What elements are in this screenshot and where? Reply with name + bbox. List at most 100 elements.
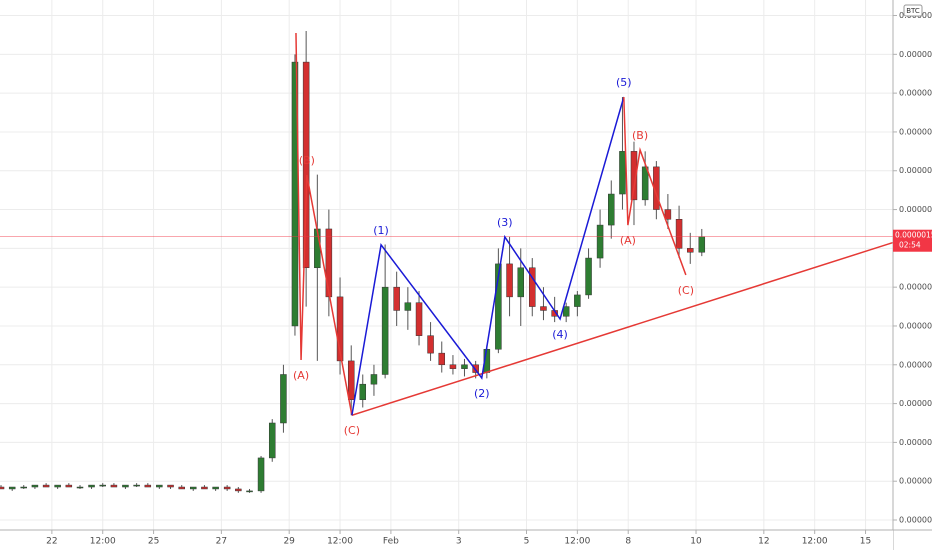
currency-badge xyxy=(903,4,923,17)
candle-body xyxy=(0,486,5,490)
candle-body xyxy=(585,257,592,296)
candle-body xyxy=(630,151,638,201)
candle-body xyxy=(99,484,106,487)
wave-label: (C) xyxy=(344,424,360,437)
wave-label: (A) xyxy=(620,234,636,247)
candle-body xyxy=(201,486,208,490)
price-axis-panel xyxy=(893,0,932,550)
candle-body xyxy=(347,360,355,400)
candle-body xyxy=(449,364,457,369)
x-tick-label: 12:00 xyxy=(802,537,828,547)
y-tick-label: 0.00000190 xyxy=(899,166,932,175)
candle-body xyxy=(529,267,536,307)
candle-body xyxy=(415,302,423,336)
countdown: 02:54 xyxy=(899,241,921,250)
y-tick-label: 0.00000090 xyxy=(899,360,932,369)
x-tick-label: Feb xyxy=(383,537,399,547)
candle-body xyxy=(42,484,50,488)
candle-body xyxy=(212,486,219,490)
candle-body xyxy=(54,484,61,488)
candle-body xyxy=(189,486,197,490)
x-tick-label: 22 xyxy=(46,537,57,547)
time-axis-panel xyxy=(0,530,893,550)
candle-body xyxy=(506,263,513,298)
candle-body xyxy=(664,209,672,220)
wave-label: (C) xyxy=(678,284,694,297)
candle-body xyxy=(122,484,129,488)
wave-label: (4) xyxy=(552,328,568,341)
candle-body xyxy=(574,294,581,307)
y-tick-label: 0.00000210 xyxy=(899,127,932,136)
candle-body xyxy=(427,335,434,354)
candle-body xyxy=(20,486,27,489)
candle-body xyxy=(167,484,174,488)
wave-label: (A) xyxy=(293,369,309,382)
y-tick-label: 0.00000030 xyxy=(899,477,932,486)
x-tick-label: 27 xyxy=(216,537,227,547)
candle-body xyxy=(144,484,152,488)
wave-label: (3) xyxy=(497,216,513,229)
candle-body xyxy=(687,248,694,253)
x-tick-label: 3 xyxy=(456,537,462,547)
candle-body xyxy=(393,286,400,311)
candle-body xyxy=(404,302,412,311)
wave-label: (5) xyxy=(616,76,632,89)
candle-body xyxy=(517,267,524,298)
wave-label: (2) xyxy=(474,387,490,400)
last-price-label: 0.00000156 xyxy=(895,231,932,240)
last-price-tag xyxy=(893,229,932,252)
wave-label: (B) xyxy=(632,129,648,142)
x-tick-label: 29 xyxy=(283,537,295,547)
candle-body xyxy=(280,374,287,424)
x-tick-label: 12:00 xyxy=(327,537,353,547)
candle-body xyxy=(336,296,344,362)
y-tick-label: 0.00000250 xyxy=(899,50,932,59)
candle-body xyxy=(495,263,502,350)
wave-label: (1) xyxy=(373,224,389,237)
y-tick-label: 0.00000170 xyxy=(899,205,932,214)
candle-body xyxy=(438,352,446,366)
candle-body xyxy=(65,484,73,488)
x-tick-label: 10 xyxy=(690,537,702,547)
candle-body xyxy=(698,236,706,253)
candle-body xyxy=(675,219,683,249)
candle-body xyxy=(178,486,185,490)
plot: (A) (B) (C) (1) (2) (3) (4) (5) (A) (B) (C) xyxy=(0,31,894,493)
candle-body xyxy=(596,224,604,259)
y-tick-label: 0.00000010 xyxy=(899,516,932,525)
candle-body xyxy=(246,490,253,493)
candle-body xyxy=(156,484,163,488)
candle-body xyxy=(133,484,140,487)
x-tick-label: 25 xyxy=(148,537,159,547)
wave-line xyxy=(295,32,353,416)
wave-line xyxy=(351,96,625,416)
candle-body xyxy=(619,151,626,195)
candle-body xyxy=(257,457,265,492)
candle-body xyxy=(472,364,479,373)
candle-body xyxy=(641,166,649,201)
candle-body xyxy=(110,484,118,488)
x-tick-label: 12:00 xyxy=(90,537,116,547)
candle-body xyxy=(8,486,16,490)
x-tick-label: 5 xyxy=(524,537,530,547)
currency-label: BTC xyxy=(906,7,920,15)
candle-body xyxy=(461,364,468,369)
axes: 0.00000010 0.00000030 0.00000050 0.00000070… xyxy=(46,11,932,547)
trendline xyxy=(351,241,894,416)
candle-body xyxy=(359,383,367,400)
grid xyxy=(0,0,893,530)
candle-body xyxy=(370,374,378,385)
wave-label: (B) xyxy=(299,154,315,167)
y-tick-label: 0.00000130 xyxy=(899,283,932,292)
y-tick-label: 0.00000110 xyxy=(899,321,932,330)
candle-body xyxy=(235,488,242,492)
x-tick-label: 12 xyxy=(758,537,769,547)
x-tick-label: 12:00 xyxy=(564,537,590,547)
x-tick-label: 8 xyxy=(625,537,631,547)
wave-line xyxy=(623,96,687,276)
candle-body xyxy=(302,61,310,269)
candle-body xyxy=(540,306,547,311)
